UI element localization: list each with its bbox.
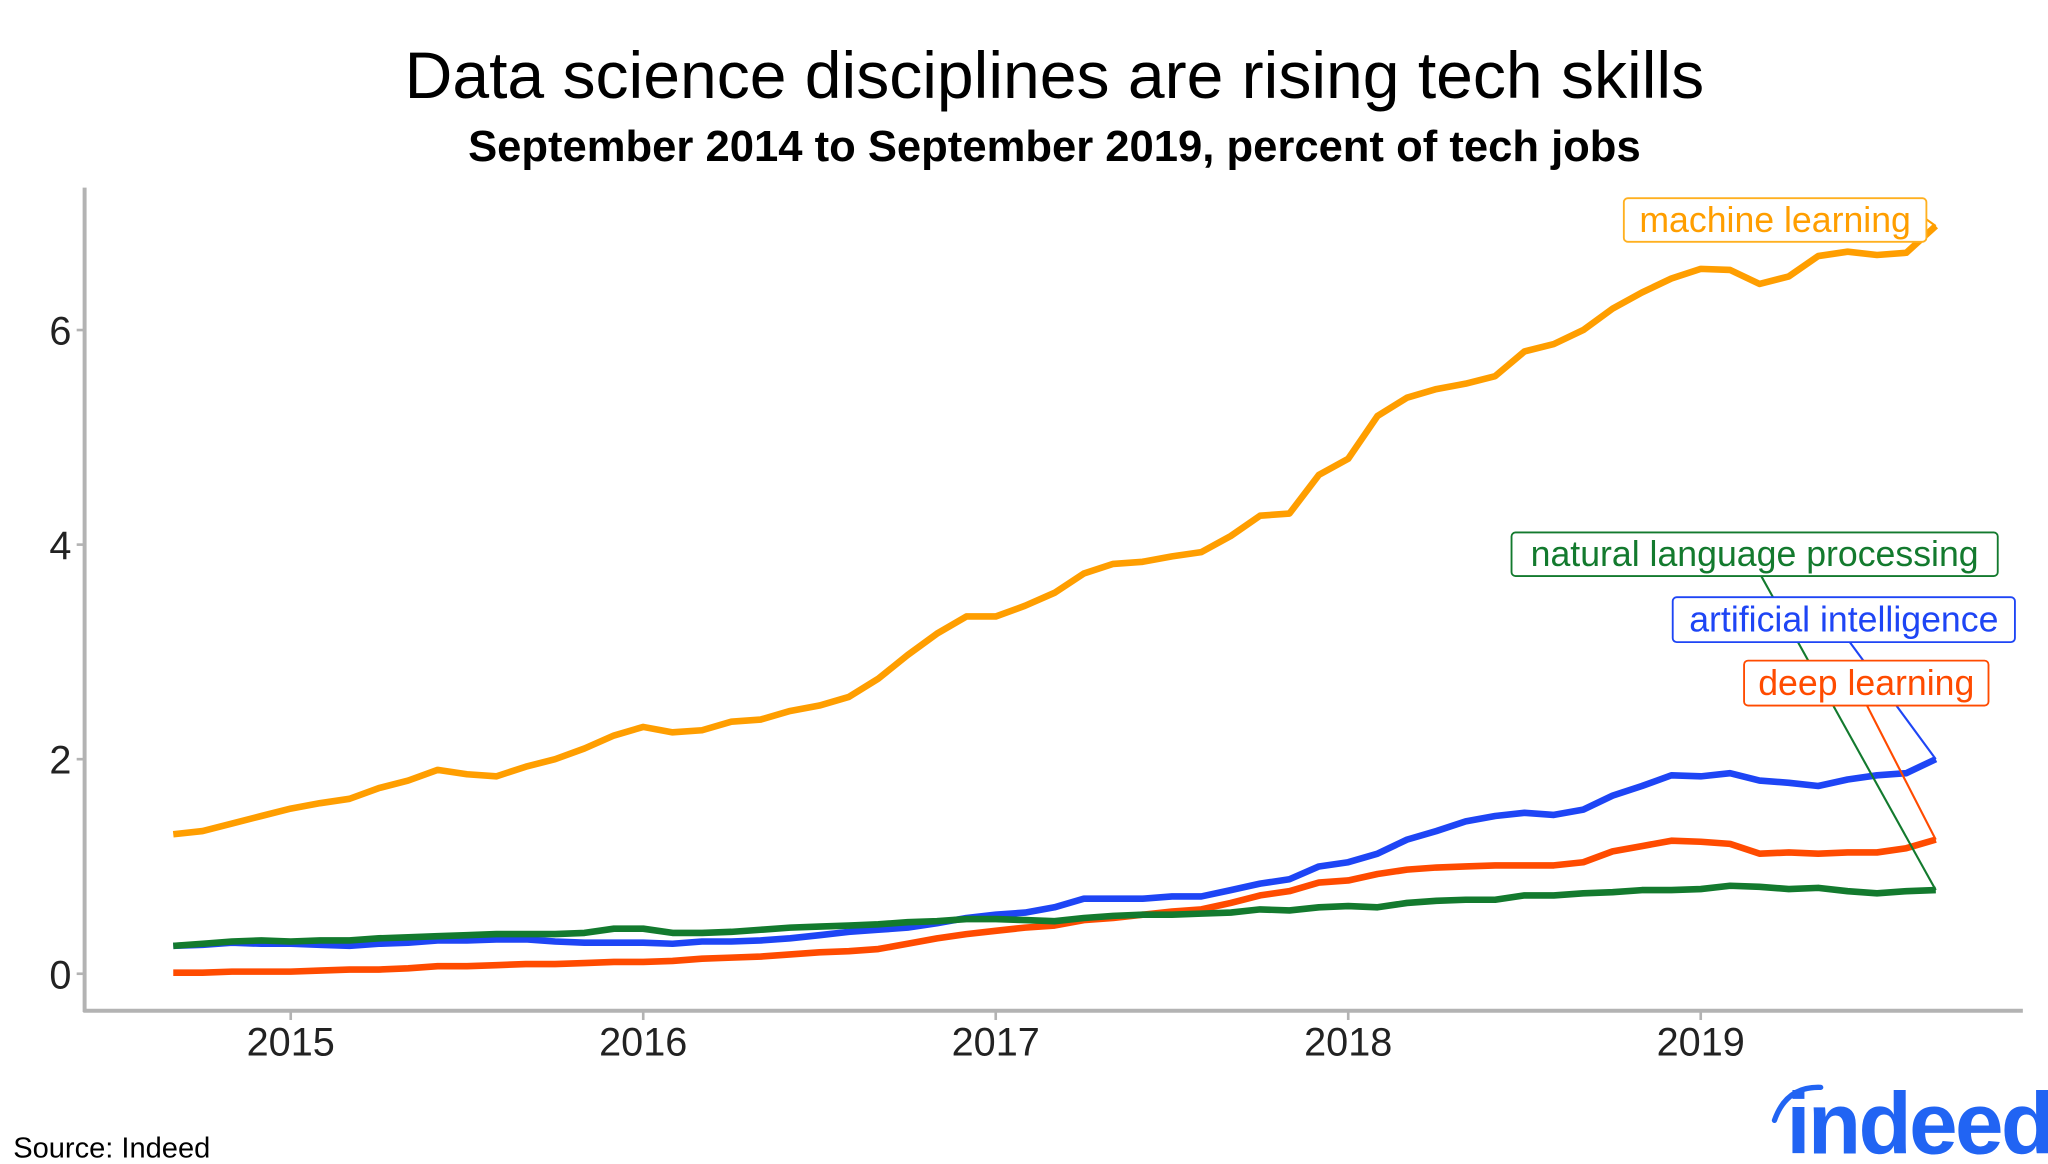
y-tick-label: 4 xyxy=(49,524,71,568)
chart-title: Data science disciplines are rising tech… xyxy=(405,38,1704,112)
label-text: natural language processing xyxy=(1531,534,1979,574)
label-text: machine learning xyxy=(1639,200,1911,240)
x-tick-label: 2015 xyxy=(247,1021,335,1065)
x-tick-label: 2017 xyxy=(952,1021,1040,1065)
y-tick-label: 2 xyxy=(49,739,71,783)
indeed-logo: indeed xyxy=(1771,1075,2048,1164)
leader-line xyxy=(1866,705,1937,841)
x-tick-label: 2018 xyxy=(1304,1021,1392,1065)
series-line-machine-learning xyxy=(172,223,1939,838)
y-tick-label: 6 xyxy=(49,310,71,354)
source-note: Source: Indeed xyxy=(13,1132,210,1164)
label-text: deep learning xyxy=(1758,663,1974,703)
logo-arc xyxy=(1771,1084,1824,1124)
series-line-artificial-intelligence xyxy=(173,756,1938,950)
label-box xyxy=(1622,197,1928,243)
x-tick-label: 2019 xyxy=(1657,1021,1745,1065)
series-label-natural-language-processing: natural language processing xyxy=(1510,531,1999,891)
label-text: artificial intelligence xyxy=(1689,600,1998,640)
series-line-natural-language-processing xyxy=(173,882,1936,950)
leader-line xyxy=(1925,218,1937,227)
series-line-deep-learning xyxy=(173,836,1937,976)
series-label-machine-learning: machine learning xyxy=(1622,197,1937,243)
label-box xyxy=(1743,659,1990,707)
series-label-artificial-intelligence: artificial intelligence xyxy=(1671,596,2016,760)
svg-text:indeed: indeed xyxy=(1786,1075,2048,1164)
chart-subtitle: September 2014 to September 2019, percen… xyxy=(468,123,1641,171)
y-tick-label: 0 xyxy=(49,953,71,997)
label-box xyxy=(1510,531,1999,577)
series-label-deep-learning: deep learning xyxy=(1743,659,1990,841)
label-box xyxy=(1671,596,2016,644)
x-tick-label: 2016 xyxy=(599,1021,687,1065)
